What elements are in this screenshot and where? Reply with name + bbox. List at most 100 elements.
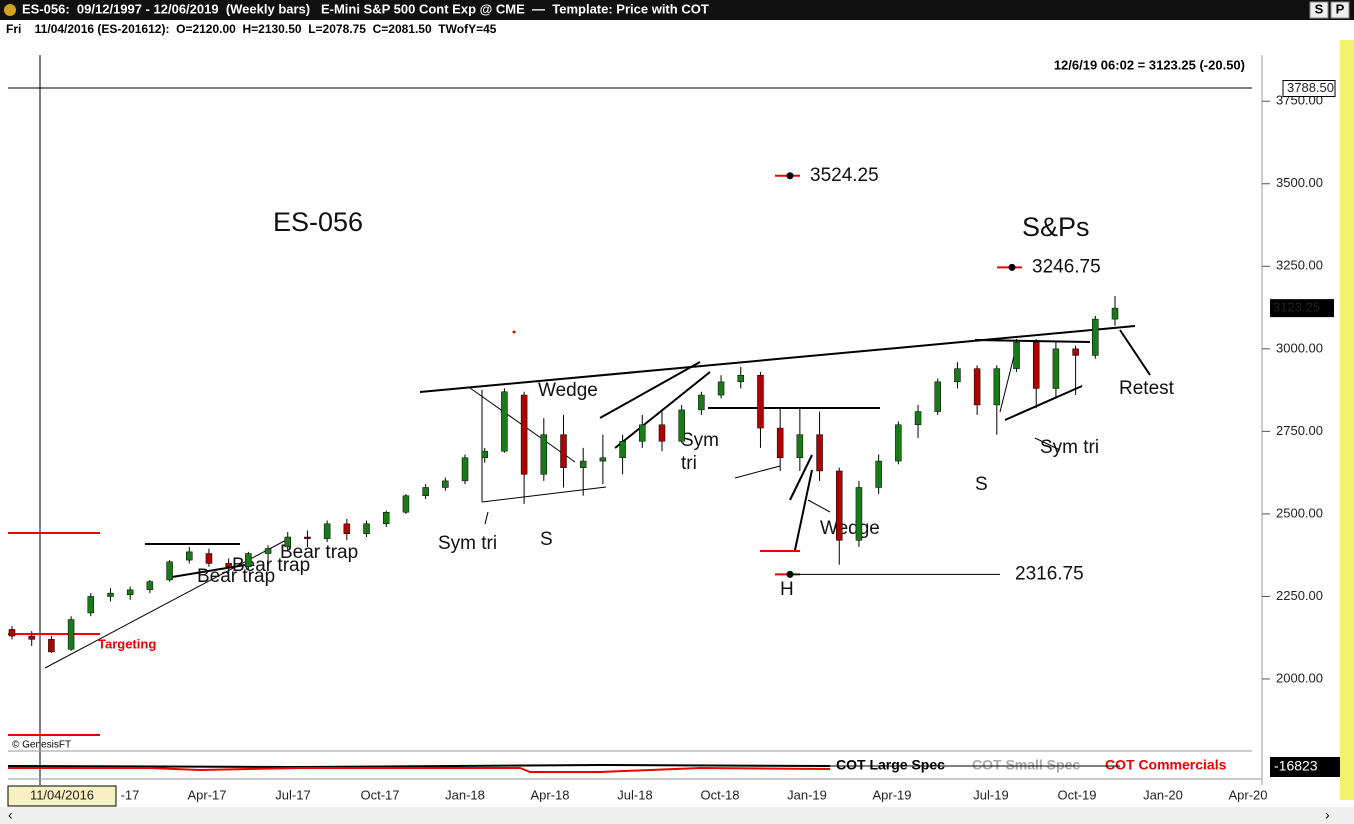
y-tick-label: 2750.00 [1276,423,1323,438]
candle-body [382,511,390,525]
price-box-label: 3123.25 [1273,300,1320,315]
legend-entry: COT Large Spec [836,757,945,773]
annotation: S [975,474,988,495]
y-tick-label: 3500.00 [1276,175,1323,190]
x-tick-label: Jan-19 [787,787,827,802]
candle-body [422,487,429,496]
candle-body [126,589,134,596]
trendlines [44,325,1151,669]
candle-body [895,424,902,462]
button[interactable] [1309,1,1329,19]
scroll-left[interactable]: ‹ [8,807,13,823]
candle-body [836,470,843,541]
annotation: Retest [1119,378,1175,399]
scroll-right[interactable]: › [1325,807,1330,823]
cot-line [8,766,831,773]
annotation: ES-056 [273,207,363,237]
annotation: Targeting [98,636,156,651]
candle-body [264,548,272,554]
candle-body [698,394,705,411]
x-tick-label: -17 [121,787,140,802]
y-tick-label: 2250.00 [1276,588,1323,603]
target-label: 3246.75 [1032,256,1101,277]
annotation: S [540,529,553,550]
annotation: Bear trap [197,566,275,587]
bar-info: Fri 11/04/2016 (ES-201612): O=2120.00 H=… [6,22,497,36]
button[interactable] [1330,1,1350,19]
candle-body [363,523,370,534]
button-label[interactable]: P [1336,1,1345,16]
candle-body [579,460,587,468]
x-tick-label: Apr-18 [530,787,569,802]
x-tick-label: Jul-18 [617,787,652,802]
candle-body [67,619,75,650]
candle-body [107,592,114,597]
candle-body [855,487,863,541]
last-quote: 12/6/19 06:02 = 3123.25 (-20.50) [1054,57,1245,72]
copyright: © GenesisFT [12,740,71,751]
button-label[interactable]: S [1315,1,1324,16]
cursor-date-box [7,785,117,807]
candle-body [28,635,35,640]
candle-body [442,480,449,488]
annotation: S&Ps [1022,212,1090,242]
legend-entry: COT Commercials [1105,757,1227,773]
x-tick-label: Apr-19 [872,787,911,802]
candle-body [639,424,646,442]
candle-body [1072,348,1079,356]
candle-body [1013,341,1020,369]
candle-body [993,368,1001,406]
candle-body [186,551,193,561]
x-tick-label: Oct-18 [700,787,739,802]
x-tick-label: 11/04/2016 [30,787,94,802]
candle-body [540,434,548,475]
x-tick-label: Jul-19 [973,787,1008,802]
candle-body [343,523,351,534]
legend-entry: COT Small Spec [972,757,1080,773]
candle-body [757,374,764,429]
candle-body [245,553,252,567]
candle-body [520,394,528,475]
candle-body [481,450,488,459]
y-tick-label: 3000.00 [1276,340,1323,355]
candle-body [934,381,941,412]
price-box [1270,299,1334,318]
title-bar [0,0,1354,20]
candle-body [717,381,725,396]
candle-body [8,629,16,637]
annotation: H [780,579,794,600]
cot-line [7,763,831,769]
candle-body [225,563,232,567]
target-label: 3524.25 [810,165,879,186]
candle-body [776,427,784,459]
scrollbar[interactable] [0,807,1354,824]
window-title: ES-056: 09/12/1997 - 12/06/2019 (Weekly … [22,1,709,16]
annotation: Sym tri [1040,437,1099,458]
candle-body [658,424,666,442]
x-tick-label: Jul-17 [275,787,310,802]
candle-body [1111,307,1119,320]
y-tick-label: 2500.00 [1276,505,1323,520]
candle-body [796,434,804,459]
candle-body [954,368,961,383]
candle-body [304,536,311,539]
candle-body [737,374,745,383]
cot-last: -16823 [1274,758,1318,774]
x-tick-label: Oct-19 [1057,787,1096,802]
candle-body [560,434,567,468]
candle-body [816,434,823,472]
x-tick-label: Apr-20 [1228,787,1267,802]
candle-body [599,457,607,462]
candle-body [914,411,922,426]
annotation: Wedge [538,380,598,401]
candle-body [284,536,291,548]
candle-body [461,457,469,482]
candle-body [87,596,95,614]
candle-body [146,581,154,591]
candle-body [323,523,331,539]
candle-body [875,460,882,488]
annotation: Wedge [820,518,880,539]
annotation: Sym tri [438,533,497,554]
